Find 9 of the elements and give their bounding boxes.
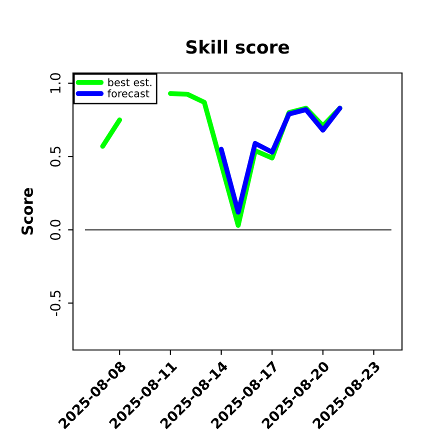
y-axis-title: Score	[21, 188, 33, 235]
legend-label: best est.	[108, 78, 152, 86]
chart-title: Skill score	[186, 40, 290, 54]
y-tick-label: 0.0	[50, 220, 61, 240]
legend-label: forecast	[108, 89, 150, 98]
line-series	[218, 106, 342, 215]
y-tick-label: -0.5	[50, 290, 61, 316]
y-tick-label: 1.0	[50, 73, 61, 93]
y-tick-label: 0.5	[50, 146, 61, 167]
